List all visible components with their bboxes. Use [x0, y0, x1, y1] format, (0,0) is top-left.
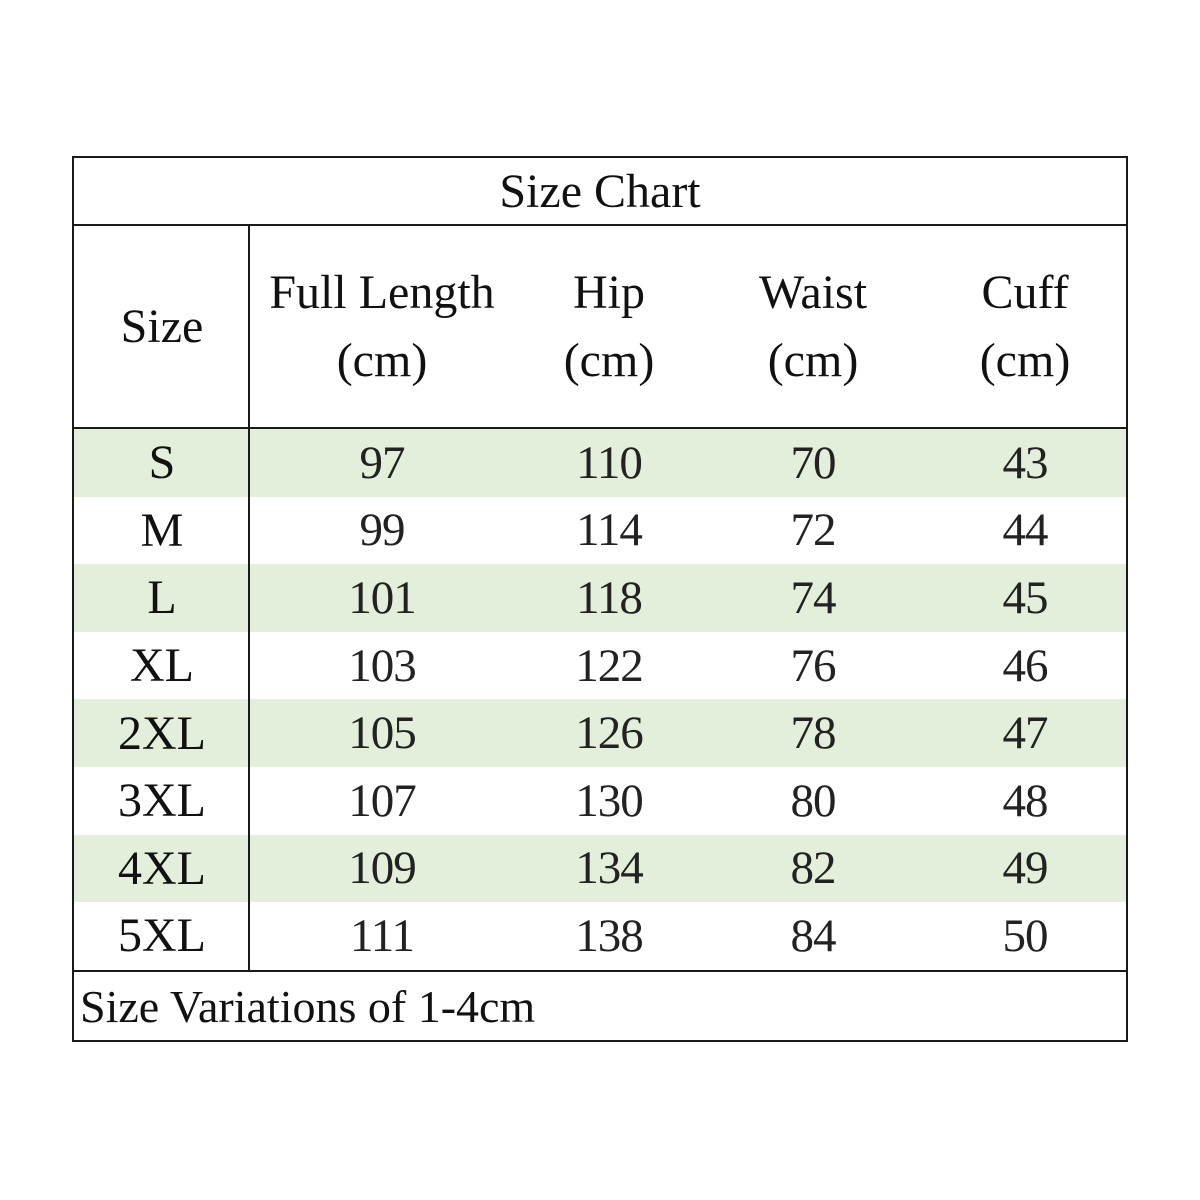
header-cuff-label: Cuff [981, 265, 1069, 319]
full-length-cell: 101 [348, 571, 417, 624]
hip-cell: 110 [576, 436, 643, 489]
header-size: Size [74, 226, 250, 427]
table-row: L 101 118 74 45 [74, 564, 1126, 632]
cuff-cell: 50 [1002, 909, 1049, 962]
header-full-length-unit: (cm) [336, 333, 428, 387]
cuff-cell: 45 [1002, 571, 1049, 624]
full-length-cell: 103 [348, 639, 417, 692]
size-cell: XL [130, 639, 194, 693]
hip-cell: 134 [575, 842, 644, 895]
header-waist: Waist (cm) [704, 226, 922, 427]
table-row: S 97 110 70 43 [74, 429, 1126, 497]
size-cell: 4XL [118, 841, 206, 895]
hip-cell: 130 [575, 774, 644, 827]
header-row: Size Full Length (cm) Hip (cm) Waist (cm… [74, 226, 1126, 429]
footer-note: Size Variations of 1-4cm [80, 980, 536, 1032]
waist-cell: 76 [790, 639, 837, 692]
hip-cell: 118 [576, 571, 643, 624]
table-row: 3XL 107 130 80 48 [74, 767, 1126, 835]
cuff-cell: 44 [1002, 504, 1049, 557]
size-column-divider [248, 226, 250, 971]
header-hip: Hip (cm) [514, 226, 704, 427]
table-row: XL 103 122 76 46 [74, 632, 1126, 700]
header-hip-unit: (cm) [563, 333, 655, 387]
waist-cell: 80 [790, 774, 837, 827]
size-chart-table: Size Chart Size Full Length (cm) Hip (cm… [72, 156, 1128, 1042]
table-row: 5XL 111 138 84 50 [74, 902, 1126, 970]
table-row: M 99 114 72 44 [74, 497, 1126, 565]
table-row: 2XL 105 126 78 47 [74, 699, 1126, 767]
header-cuff: Cuff (cm) [922, 226, 1128, 427]
waist-cell: 72 [790, 504, 837, 557]
hip-cell: 122 [575, 639, 644, 692]
cuff-cell: 47 [1002, 707, 1049, 760]
size-cell: L [147, 571, 177, 625]
full-length-cell: 97 [359, 436, 406, 489]
header-cuff-unit: (cm) [979, 333, 1071, 387]
header-hip-label: Hip [573, 265, 645, 319]
full-length-cell: 105 [348, 707, 417, 760]
header-waist-unit: (cm) [767, 333, 859, 387]
hip-cell: 138 [575, 909, 644, 962]
table-title: Size Chart [74, 158, 1126, 226]
waist-cell: 78 [790, 707, 837, 760]
waist-cell: 84 [790, 909, 837, 962]
header-full-length: Full Length (cm) [250, 226, 514, 427]
full-length-cell: 107 [348, 774, 417, 827]
cuff-cell: 43 [1002, 436, 1049, 489]
table-row: 4XL 109 134 82 49 [74, 834, 1126, 903]
size-cell: 5XL [118, 909, 206, 963]
cuff-cell: 49 [1002, 842, 1049, 895]
hip-cell: 114 [576, 504, 643, 557]
table-body: S 97 110 70 43 M 99 114 72 44 L 101 118 … [74, 429, 1126, 972]
waist-cell: 70 [790, 436, 837, 489]
header-full-length-label: Full Length [269, 265, 495, 319]
size-cell: 3XL [118, 774, 206, 828]
hip-cell: 126 [575, 707, 644, 760]
cuff-cell: 48 [1002, 774, 1049, 827]
full-length-cell: 111 [349, 909, 415, 962]
header-size-label: Size [120, 299, 204, 353]
cuff-cell: 46 [1002, 639, 1049, 692]
full-length-cell: 99 [359, 504, 406, 557]
size-cell: 2XL [118, 706, 206, 760]
size-cell: M [140, 503, 184, 557]
size-cell: S [148, 436, 176, 490]
header-waist-label: Waist [758, 265, 868, 319]
waist-cell: 82 [790, 842, 837, 895]
waist-cell: 74 [790, 571, 837, 624]
full-length-cell: 109 [348, 842, 417, 895]
